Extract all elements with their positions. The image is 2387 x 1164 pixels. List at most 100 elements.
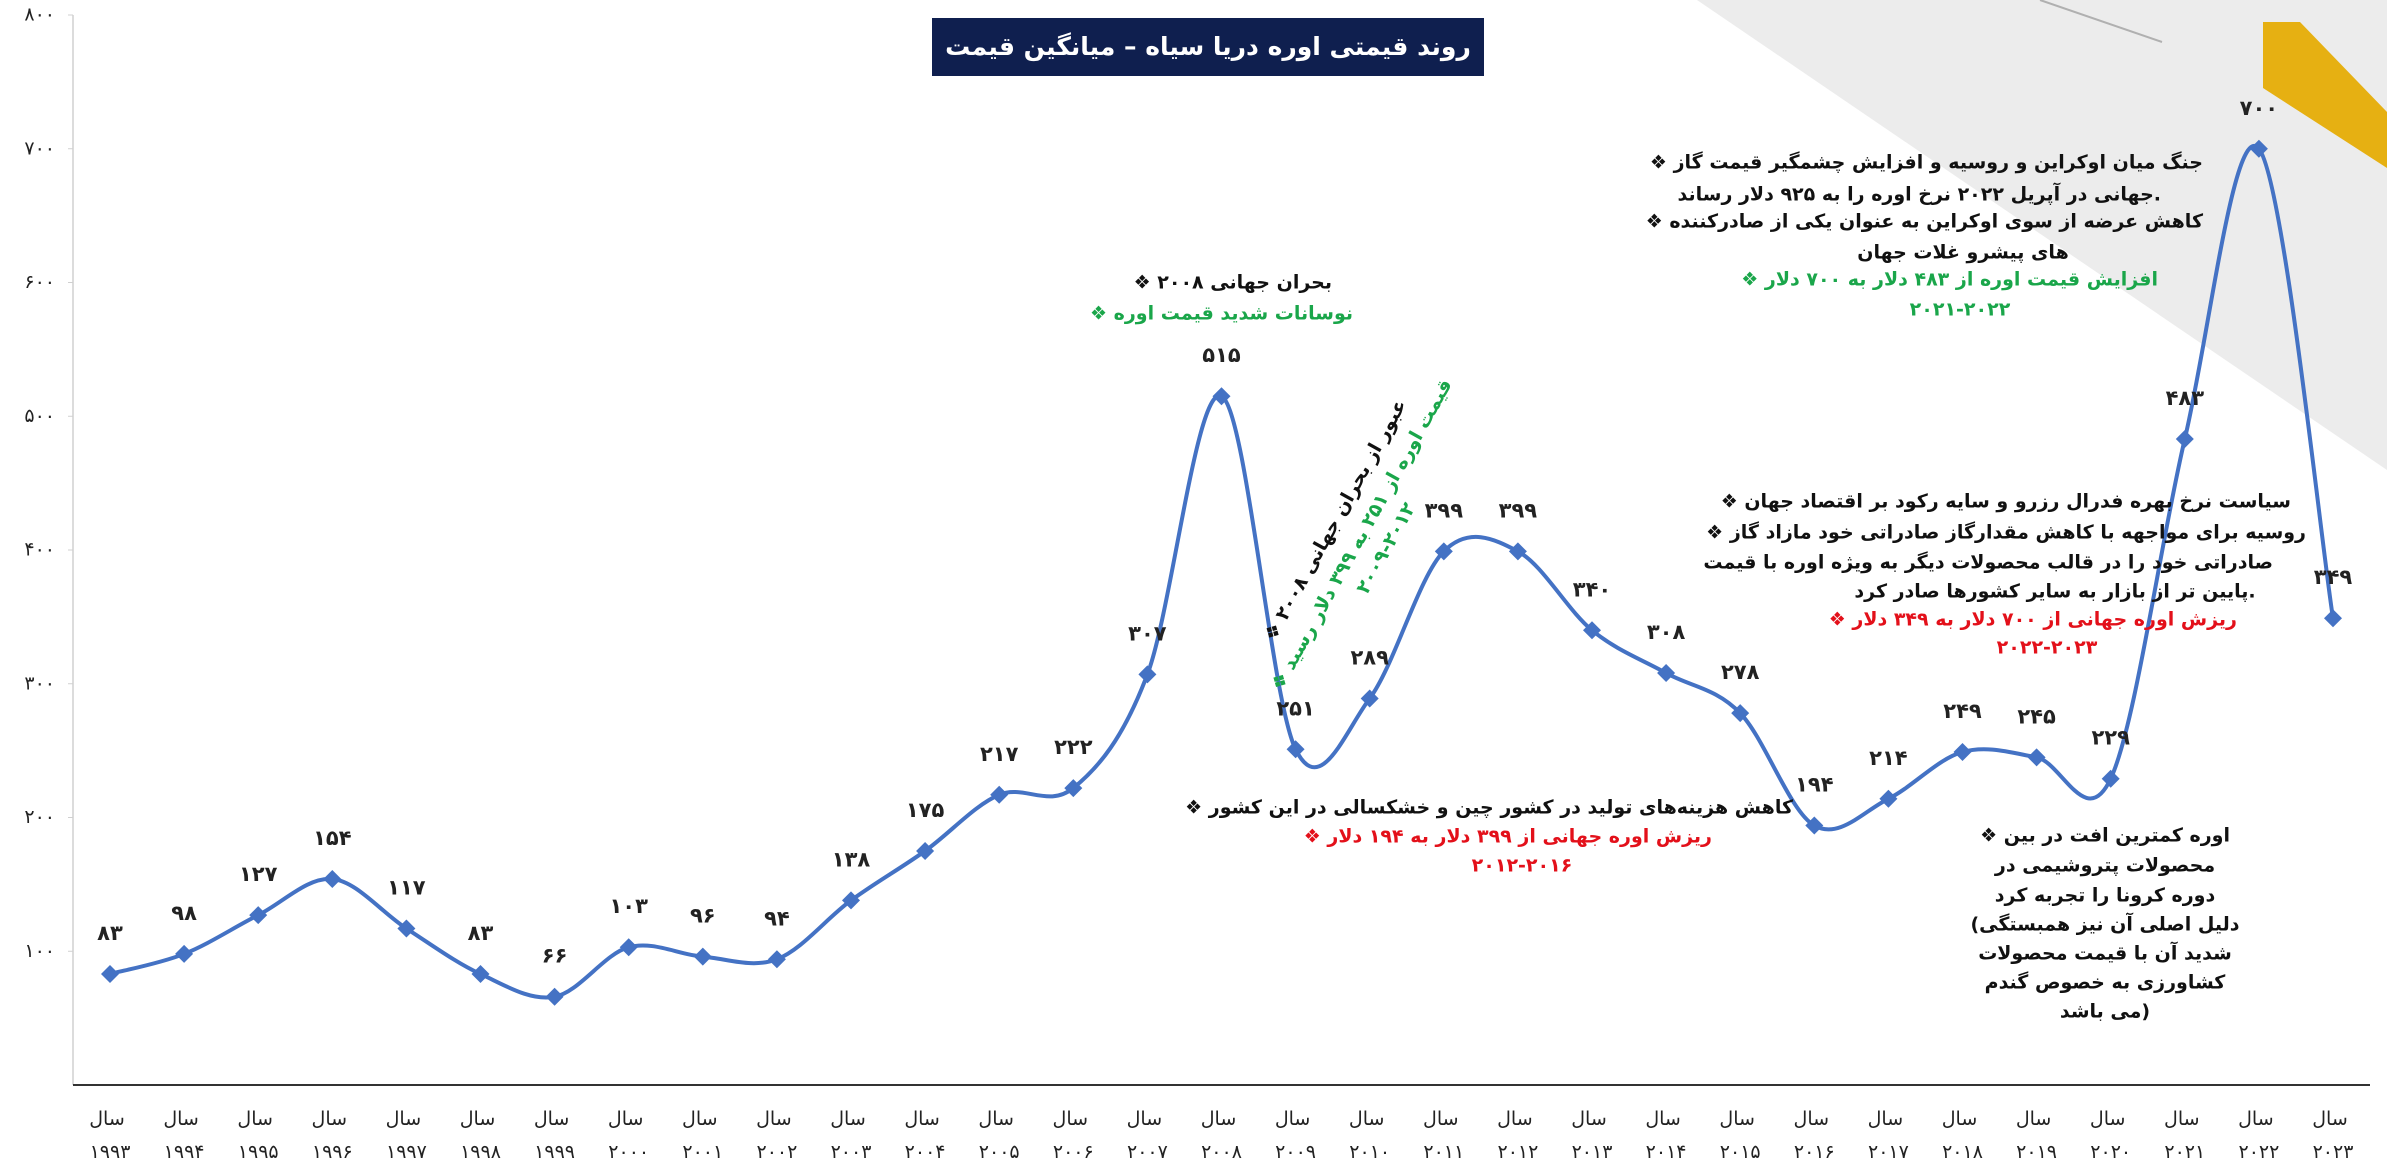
point-marker xyxy=(397,919,416,938)
annotation-line: ❖ افزایش قیمت اوره از ۴۸۳ دلار به ۷۰۰ دل… xyxy=(1741,269,2158,291)
point-marker xyxy=(2324,609,2342,628)
annotation-line: محصولات پتروشیمی در xyxy=(1994,855,2215,877)
x-tick-label: سال ۲۰۰۱ xyxy=(682,1108,724,1163)
point-marker xyxy=(1212,387,1231,406)
x-tick-label: سال ۲۰۱۷ xyxy=(1868,1108,1910,1163)
point-marker xyxy=(2175,429,2194,448)
value-label: ۱۵۴ xyxy=(313,826,352,850)
point-marker xyxy=(175,944,194,963)
x-tick-label: سال ۲۰۱۳ xyxy=(1571,1108,1613,1163)
value-label: ۸۳ xyxy=(97,921,123,945)
x-tick-label: سال ۱۹۹۴ xyxy=(163,1108,205,1163)
annotation-line: دوره کرونا را تجربه کرد xyxy=(1995,885,2216,907)
value-label: ۲۷۸ xyxy=(1721,660,1760,684)
x-tick-label: سال ۱۹۹۵ xyxy=(237,1108,279,1163)
value-label: ۳۰۷ xyxy=(1128,621,1167,645)
x-tick-label: سال ۱۹۹۸ xyxy=(460,1108,502,1163)
annotation-line: های پیشرو غلات جهان xyxy=(1857,242,2069,264)
value-label: ۲۲۲ xyxy=(1054,735,1093,759)
point-marker xyxy=(767,950,786,969)
y-tick-label: ۱۰۰ xyxy=(24,940,55,962)
annotation: ❖ کاهش هزینه‌های تولید در کشور چین و خشک… xyxy=(1185,797,1794,877)
x-tick-label: سال ۲۰۱۶ xyxy=(1794,1108,1836,1163)
point-marker xyxy=(249,906,268,925)
annotation-line: می باشد) xyxy=(2060,1001,2150,1023)
value-label: ۱۲۷ xyxy=(239,862,278,886)
value-label: ۹۴ xyxy=(764,906,790,930)
point-marker xyxy=(2101,769,2120,788)
annotation: ❖ جنگ میان اوکراین و روسیه و افزایش چشمگ… xyxy=(1646,151,2204,321)
point-marker xyxy=(1657,664,1676,683)
x-tick-label: سال ۲۰۱۸ xyxy=(1942,1108,1984,1163)
value-label: ۱۹۴ xyxy=(1795,773,1834,797)
x-tick-label: سال ۲۰۲۳ xyxy=(2312,1108,2354,1163)
x-tick-label: سال ۲۰۱۱ xyxy=(1423,1108,1465,1163)
annotation-line: ❖ سیاست نرخ بهره فدرال رزرو و سایه رکود … xyxy=(1721,491,2291,513)
value-label: ۲۸۹ xyxy=(1350,645,1389,669)
x-tick-label: سال ۲۰۰۲ xyxy=(756,1108,798,1163)
point-marker xyxy=(1508,542,1527,561)
annotation-line: ❖ روسیه برای مواجهه با کاهش مقدارگاز صاد… xyxy=(1706,521,2306,544)
decor-line xyxy=(2039,0,2163,43)
point-marker xyxy=(2249,139,2268,158)
point-marker xyxy=(1731,704,1750,723)
x-tick-label: سال ۱۹۹۶ xyxy=(312,1108,354,1163)
value-label: ۲۱۴ xyxy=(1869,746,1908,770)
annotation-line: ❖ اوره کمترین افت در بین xyxy=(1980,825,2230,847)
value-label: ۸۳ xyxy=(468,921,494,945)
value-label: ۱۰۳ xyxy=(609,894,648,918)
y-tick-label: ۸۰۰ xyxy=(24,4,55,26)
x-tick-label: سال ۱۹۹۳ xyxy=(89,1108,131,1163)
x-tick-label: سال ۱۹۹۹ xyxy=(534,1108,576,1163)
value-label: ۳۰۸ xyxy=(1647,620,1686,644)
y-tick-label: ۵۰۰ xyxy=(24,405,55,427)
point-marker xyxy=(1583,621,1601,640)
x-tick-label: سال ۲۰۲۱ xyxy=(2164,1108,2206,1163)
point-marker xyxy=(323,870,342,889)
x-tick-label: سال ۲۰۰۳ xyxy=(830,1108,872,1163)
x-tick-label: سال ۲۰۰۵ xyxy=(978,1108,1020,1163)
x-tick-label: سال ۲۰۰۰ xyxy=(608,1108,650,1163)
annotation-line: پایین تر از بازار به سایر کشورها صادر کر… xyxy=(1854,581,2255,603)
point-marker xyxy=(1286,740,1305,759)
x-tick-label: سال ۲۰۰۴ xyxy=(904,1108,946,1163)
value-label: ۲۴۹ xyxy=(1943,699,1982,723)
annotation-line: جهانی در آپریل ۲۰۲۲ نرخ اوره را به ۹۲۵ د… xyxy=(1678,182,2161,206)
point-marker xyxy=(101,964,119,983)
annotation: ❖ سیاست نرخ بهره فدرال رزرو و سایه رکود … xyxy=(1703,491,2306,659)
value-label: ۷۰۰ xyxy=(2240,96,2278,120)
annotation: ❖ بحران جهانی ۲۰۰۸ ❖ نوسانات شدید قیمت او… xyxy=(1090,272,1353,325)
point-marker xyxy=(619,938,638,957)
value-label: ۱۳۸ xyxy=(832,847,871,871)
y-tick-label: ۶۰۰ xyxy=(24,271,55,293)
value-label: ۲۲۹ xyxy=(2091,726,2130,750)
value-label: ۵۱۵ xyxy=(1202,343,1241,367)
point-marker xyxy=(1805,816,1824,835)
y-tick-label: ۷۰۰ xyxy=(24,137,55,159)
x-tick-label: سال ۲۰۰۹ xyxy=(1275,1108,1317,1163)
x-tick-label: سال ۲۰۱۵ xyxy=(1719,1108,1761,1163)
value-label: ۹۸ xyxy=(171,901,197,925)
point-marker xyxy=(916,841,935,860)
x-tick-label: سال ۲۰۱۴ xyxy=(1645,1108,1687,1163)
annotation-line: کشاورزی به خصوص گندم xyxy=(1985,971,2227,994)
annotation-line: ۲۰۲۲-۲۰۲۳ xyxy=(1997,637,2098,659)
x-tick-label: سال ۱۹۹۷ xyxy=(386,1108,428,1163)
annotation-line: ❖ جنگ میان اوکراین و روسیه و افزایش چشمگ… xyxy=(1650,151,2203,174)
value-label: ۲۵۱ xyxy=(1276,696,1314,720)
y-tick-label: ۳۰۰ xyxy=(24,672,55,694)
value-label: ۲۱۷ xyxy=(980,742,1019,766)
y-tick-label: ۲۰۰ xyxy=(24,806,55,828)
point-marker xyxy=(842,891,860,910)
value-label: ۳۹۹ xyxy=(1425,498,1464,522)
x-tick-label: سال ۲۰۱۲ xyxy=(1497,1108,1539,1163)
annotation: ❖ اوره کمترین افت در بین محصولات پتروشیمی… xyxy=(1970,825,2239,1023)
annotation-line: ۲۰۱۲-۲۰۱۶ xyxy=(1472,855,1573,877)
value-label: ۱۱۷ xyxy=(387,876,426,900)
annotation-line: (دلیل اصلی آن نیز همبستگی xyxy=(1970,912,2239,936)
x-tick-label: سال ۲۰۰۷ xyxy=(1127,1108,1169,1163)
point-marker xyxy=(1953,742,1972,761)
x-tick-label: سال ۲۰۲۰ xyxy=(2090,1108,2132,1163)
point-marker xyxy=(1879,789,1898,808)
point-marker xyxy=(1360,689,1379,708)
